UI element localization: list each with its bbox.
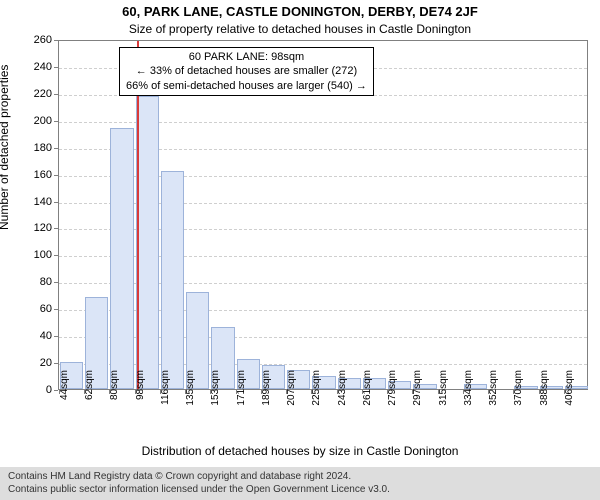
xtick-label: 261sqm [362,368,373,420]
ytick-mark [54,148,58,149]
xtick-label: 153sqm [210,368,221,420]
plot-area: 60 PARK LANE: 98sqm← 33% of detached hou… [58,40,588,390]
x-axis-label: Distribution of detached houses by size … [0,444,600,458]
ytick-label: 100 [22,249,52,261]
xtick-label: 297sqm [412,368,423,420]
ytick-label: 220 [22,88,52,100]
xtick-label: 334sqm [463,368,474,420]
xtick-label: 279sqm [387,368,398,420]
ytick-mark [54,175,58,176]
ytick-mark [54,40,58,41]
ytick-mark [54,94,58,95]
annotation-box: 60 PARK LANE: 98sqm← 33% of detached hou… [119,47,374,96]
xtick-label: 189sqm [261,368,272,420]
xtick-label: 370sqm [513,368,524,420]
xtick-label: 243sqm [337,368,348,420]
footer-line-2: Contains public sector information licen… [8,484,592,497]
ytick-mark [54,282,58,283]
annotation-line: ← 33% of detached houses are smaller (27… [126,64,367,78]
ytick-label: 60 [22,303,52,315]
xtick-label: 62sqm [84,368,95,420]
ytick-label: 160 [22,169,52,181]
ytick-mark [54,228,58,229]
chart-subtitle: Size of property relative to detached ho… [0,22,600,36]
chart-title: 60, PARK LANE, CASTLE DONINGTON, DERBY, … [0,4,600,19]
ytick-mark [54,255,58,256]
ytick-mark [54,309,58,310]
ytick-mark [54,202,58,203]
xtick-label: 116sqm [160,368,171,420]
ytick-mark [54,363,58,364]
ytick-label: 40 [22,330,52,342]
histogram-bar [110,128,133,389]
ytick-label: 80 [22,276,52,288]
ytick-label: 180 [22,142,52,154]
ytick-mark [54,336,58,337]
ytick-label: 0 [22,384,52,396]
xtick-label: 352sqm [488,368,499,420]
footer-line-1: Contains HM Land Registry data © Crown c… [8,471,592,484]
ytick-label: 120 [22,222,52,234]
histogram-bar [136,96,159,389]
ytick-label: 260 [22,34,52,46]
ytick-label: 200 [22,115,52,127]
xtick-label: 135sqm [185,368,196,420]
xtick-label: 171sqm [236,368,247,420]
page-root: 60, PARK LANE, CASTLE DONINGTON, DERBY, … [0,0,600,500]
ytick-label: 240 [22,61,52,73]
ytick-label: 140 [22,196,52,208]
xtick-label: 406sqm [564,368,575,420]
plot-border: 60 PARK LANE: 98sqm← 33% of detached hou… [58,40,588,390]
xtick-label: 225sqm [311,368,322,420]
xtick-label: 80sqm [109,368,120,420]
xtick-label: 388sqm [539,368,550,420]
ytick-label: 20 [22,357,52,369]
histogram-bar [161,171,184,389]
xtick-label: 44sqm [59,368,70,420]
annotation-line: 60 PARK LANE: 98sqm [126,50,367,64]
annotation-line: 66% of semi-detached houses are larger (… [126,79,367,93]
attribution-footer: Contains HM Land Registry data © Crown c… [0,467,600,500]
y-axis-label: Number of detached properties [0,65,11,230]
xtick-label: 98sqm [135,368,146,420]
ytick-mark [54,121,58,122]
ytick-mark [54,67,58,68]
xtick-label: 315sqm [438,368,449,420]
xtick-label: 207sqm [286,368,297,420]
ytick-mark [54,390,58,391]
